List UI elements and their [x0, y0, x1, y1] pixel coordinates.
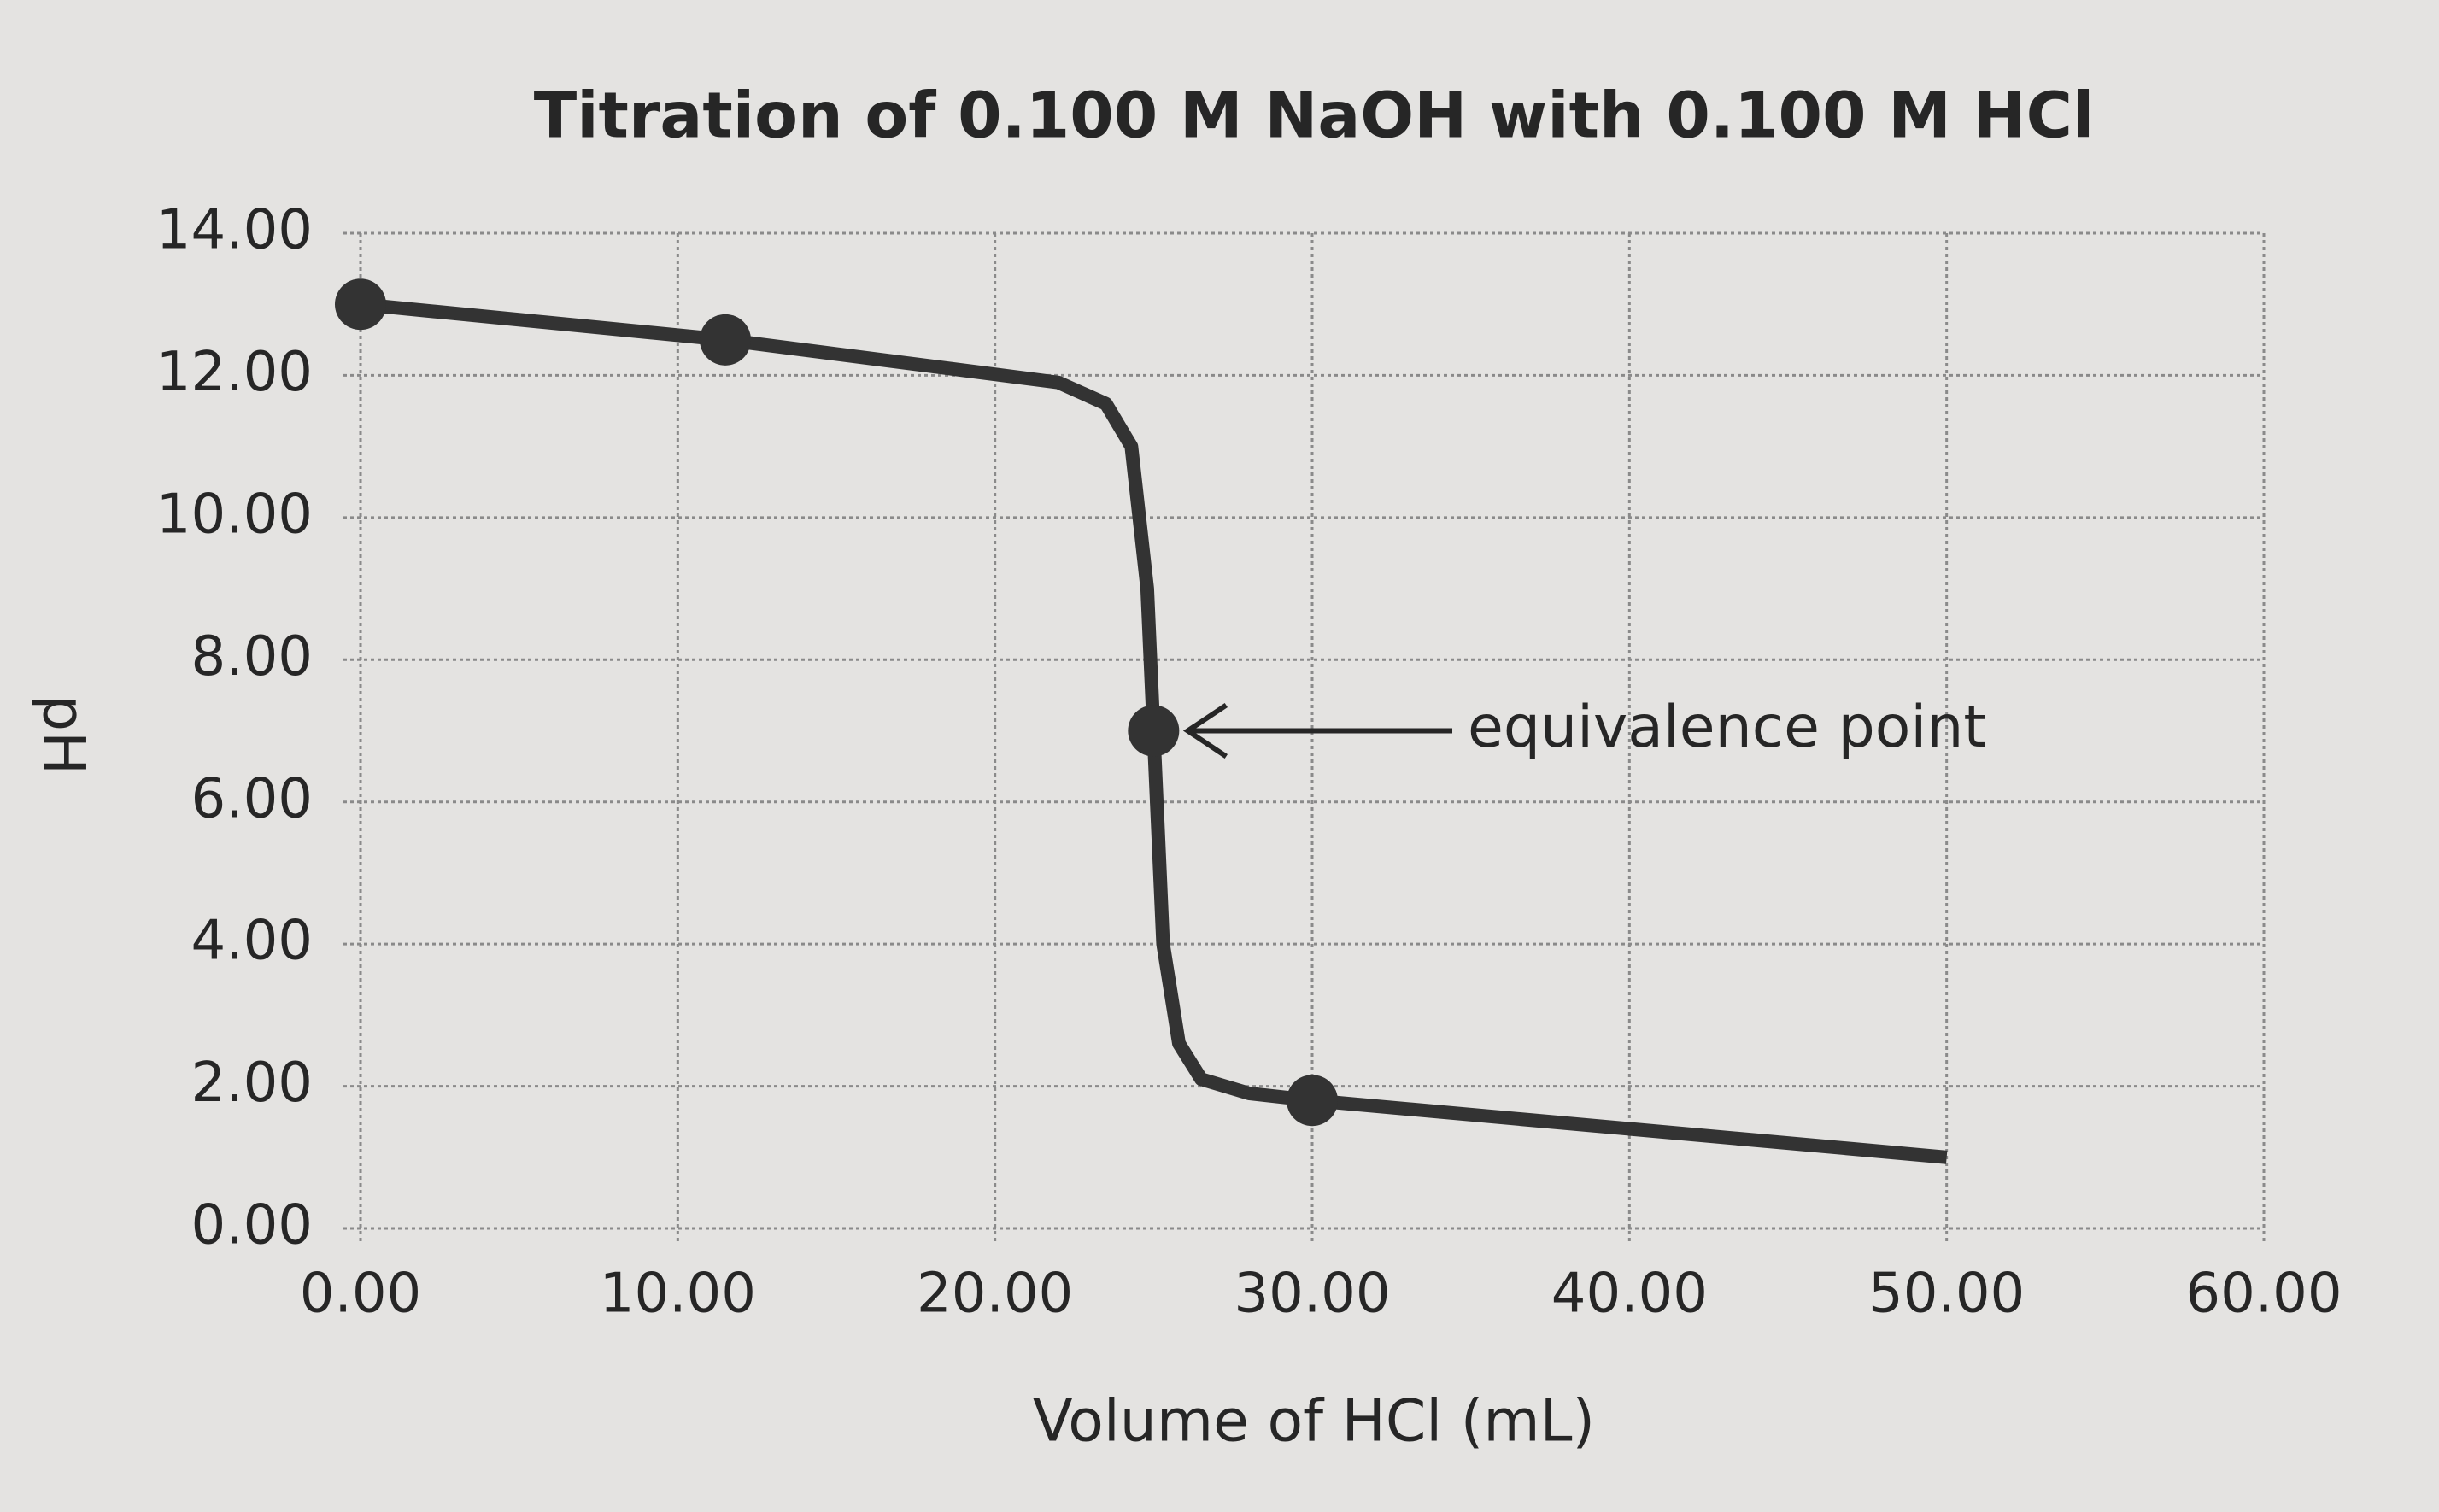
x-tick-label: 10.00 — [600, 1263, 756, 1326]
y-tick-label: 8.00 — [191, 625, 314, 689]
y-tick-label: 2.00 — [191, 1052, 314, 1115]
y-tick-label: 0.00 — [191, 1194, 314, 1257]
y-tick-label: 6.00 — [191, 767, 314, 830]
data-point — [1287, 1075, 1338, 1127]
y-tick-label: 4.00 — [191, 910, 314, 973]
x-tick-label: 0.00 — [300, 1263, 422, 1326]
y-tick-label: 10.00 — [156, 483, 313, 546]
data-point — [700, 314, 752, 366]
y-tick-label: 14.00 — [156, 199, 313, 262]
data-point — [1128, 705, 1180, 757]
annotation-arrowhead — [1182, 703, 1228, 759]
x-tick-label: 60.00 — [2185, 1263, 2342, 1326]
x-tick-label: 40.00 — [1551, 1263, 1708, 1326]
chart-title: Titration of 0.100 M NaOH with 0.100 M H… — [534, 79, 2095, 153]
y-tick-label: 12.00 — [156, 341, 313, 404]
x-tick-label: 30.00 — [1234, 1263, 1390, 1326]
annotation-text: equivalence point — [1468, 694, 1986, 761]
x-tick-label: 50.00 — [1868, 1263, 2025, 1326]
x-axis-title: Volume of HCl (mL) — [1033, 1388, 1595, 1456]
data-point — [335, 278, 386, 331]
y-axis-title: pH — [29, 694, 97, 775]
x-tick-label: 20.00 — [917, 1263, 1073, 1326]
